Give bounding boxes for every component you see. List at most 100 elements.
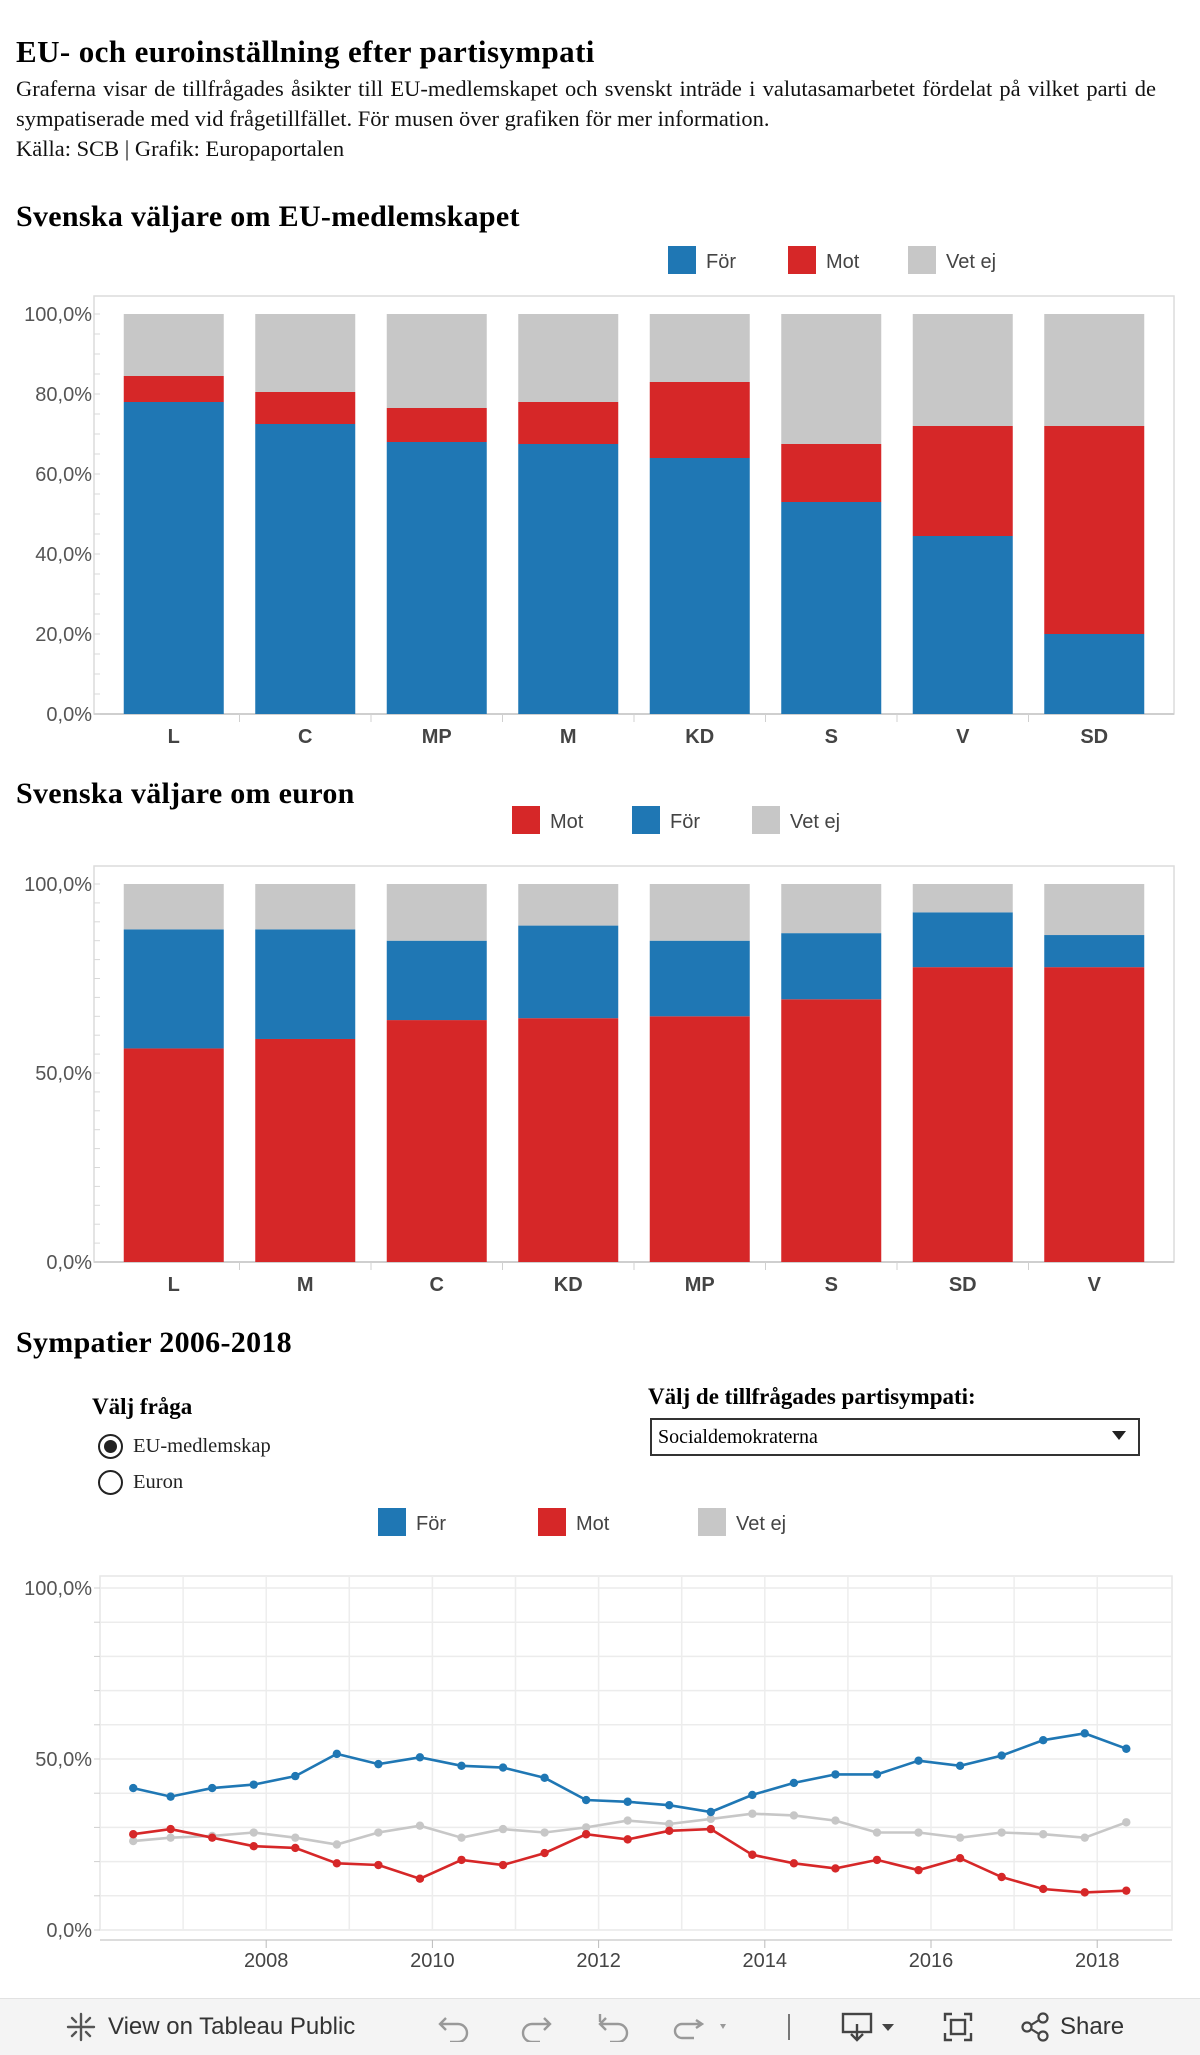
bar-v-mot[interactable] <box>1044 967 1145 1262</box>
point-mot[interactable] <box>914 1865 923 1875</box>
revert-button[interactable] <box>596 1999 632 2055</box>
point-for[interactable] <box>332 1749 342 1759</box>
radio-button-icon[interactable] <box>98 1434 123 1459</box>
bar-s-for[interactable] <box>781 933 882 1000</box>
bar-mp-vet-ej[interactable] <box>649 884 750 941</box>
point-for[interactable] <box>166 1792 175 1801</box>
share-button[interactable]: Share <box>1018 1999 1124 2055</box>
point-vet-ej[interactable] <box>914 1828 923 1837</box>
bar-kd-for[interactable] <box>649 458 750 714</box>
bar-mp-for[interactable] <box>386 442 487 714</box>
point-for[interactable] <box>498 1763 508 1772</box>
point-mot[interactable] <box>1122 1886 1131 1895</box>
bar-m-vet-ej[interactable] <box>518 314 619 402</box>
bar-m-mot[interactable] <box>255 1038 356 1262</box>
sympathies-trend-chart[interactable]: 0,0% 50,0% 100,0% 2008 2010 2012 2014 2016 2018 F… <box>0 1500 1200 2000</box>
point-for[interactable] <box>249 1780 258 1789</box>
point-vet-ej[interactable] <box>1122 1818 1131 1827</box>
bar-l-for[interactable] <box>123 929 224 1049</box>
bar-l-for[interactable] <box>123 402 224 714</box>
point-mot[interactable] <box>831 1864 840 1873</box>
point-mot[interactable] <box>207 1833 217 1842</box>
point-mot[interactable] <box>291 1843 300 1853</box>
download-button[interactable] <box>840 1999 900 2055</box>
point-vet-ej[interactable] <box>581 1823 591 1832</box>
euro-chart[interactable]: 0,0% 50,0% 100,0% L M C KD MP S SD V Mot För Vet ej <box>0 800 1200 1300</box>
bar-kd-mot[interactable] <box>518 1018 619 1262</box>
point-mot[interactable] <box>1038 1884 1048 1894</box>
point-vet-ej[interactable] <box>166 1833 175 1842</box>
bar-sd-mot[interactable] <box>1044 426 1145 634</box>
point-mot[interactable] <box>623 1835 632 1844</box>
view-on-tableau-button[interactable]: View on Tableau Public <box>64 1999 355 2055</box>
point-for[interactable] <box>415 1753 425 1762</box>
point-for[interactable] <box>623 1797 632 1806</box>
radio-eu-membership[interactable]: EU-medlemskap <box>98 1434 271 1459</box>
bar-c-for[interactable] <box>255 424 356 714</box>
point-for[interactable] <box>207 1783 217 1793</box>
point-vet-ej[interactable] <box>249 1828 258 1837</box>
point-for[interactable] <box>1080 1729 1089 1738</box>
point-for[interactable] <box>955 1761 965 1771</box>
point-for[interactable] <box>997 1751 1006 1760</box>
bar-l-mot[interactable] <box>123 376 224 402</box>
point-vet-ej[interactable] <box>291 1833 300 1842</box>
bar-sd-vet-ej[interactable] <box>912 884 1013 913</box>
bar-sd-for[interactable] <box>1044 634 1145 714</box>
point-mot[interactable] <box>457 1855 466 1865</box>
point-vet-ej[interactable] <box>498 1824 508 1834</box>
point-for[interactable] <box>789 1778 799 1788</box>
point-vet-ej[interactable] <box>748 1809 757 1818</box>
point-vet-ej[interactable] <box>955 1833 965 1842</box>
point-for[interactable] <box>914 1756 923 1765</box>
point-mot[interactable] <box>129 1830 138 1839</box>
point-for[interactable] <box>748 1790 757 1800</box>
bar-kd-for[interactable] <box>518 925 619 1019</box>
point-mot[interactable] <box>540 1848 549 1858</box>
point-vet-ej[interactable] <box>997 1828 1006 1837</box>
bar-m-for[interactable] <box>255 929 356 1039</box>
point-for[interactable] <box>540 1773 549 1783</box>
bar-c-mot[interactable] <box>386 1020 487 1262</box>
bar-l-vet-ej[interactable] <box>123 314 224 376</box>
bar-sd-vet-ej[interactable] <box>1044 314 1145 426</box>
bar-s-mot[interactable] <box>781 999 882 1262</box>
bar-m-mot[interactable] <box>518 402 619 444</box>
undo-button[interactable] <box>436 1999 472 2055</box>
point-vet-ej[interactable] <box>623 1816 632 1825</box>
point-mot[interactable] <box>665 1826 674 1836</box>
point-vet-ej[interactable] <box>415 1821 425 1830</box>
point-mot[interactable] <box>374 1860 383 1870</box>
bar-v-for[interactable] <box>912 536 1013 714</box>
bar-kd-mot[interactable] <box>649 382 750 458</box>
refresh-button[interactable] <box>670 1999 734 2055</box>
bar-mp-vet-ej[interactable] <box>386 314 487 408</box>
bar-sd-mot[interactable] <box>912 967 1013 1262</box>
point-vet-ej[interactable] <box>872 1828 882 1837</box>
bar-m-for[interactable] <box>518 444 619 714</box>
bar-s-mot[interactable] <box>781 444 882 502</box>
point-vet-ej[interactable] <box>374 1828 383 1837</box>
point-mot[interactable] <box>581 1830 591 1839</box>
point-mot[interactable] <box>249 1842 258 1851</box>
bar-v-for[interactable] <box>1044 935 1145 968</box>
point-mot[interactable] <box>997 1872 1006 1882</box>
bar-s-vet-ej[interactable] <box>781 314 882 444</box>
bar-kd-vet-ej[interactable] <box>649 314 750 382</box>
point-vet-ej[interactable] <box>831 1816 840 1825</box>
point-for[interactable] <box>831 1770 840 1779</box>
radio-euron[interactable]: Euron <box>98 1470 183 1495</box>
point-mot[interactable] <box>706 1824 715 1834</box>
point-vet-ej[interactable] <box>789 1811 799 1820</box>
point-mot[interactable] <box>332 1859 342 1868</box>
point-mot[interactable] <box>1080 1888 1089 1897</box>
bar-c-for[interactable] <box>386 940 487 1021</box>
bar-mp-mot[interactable] <box>649 1016 750 1262</box>
point-for[interactable] <box>706 1807 715 1817</box>
point-mot[interactable] <box>415 1874 425 1883</box>
point-vet-ej[interactable] <box>706 1814 715 1824</box>
fullscreen-button[interactable] <box>942 1999 974 2055</box>
bar-v-vet-ej[interactable] <box>1044 884 1145 936</box>
point-for[interactable] <box>291 1771 300 1781</box>
bar-v-vet-ej[interactable] <box>912 314 1013 426</box>
